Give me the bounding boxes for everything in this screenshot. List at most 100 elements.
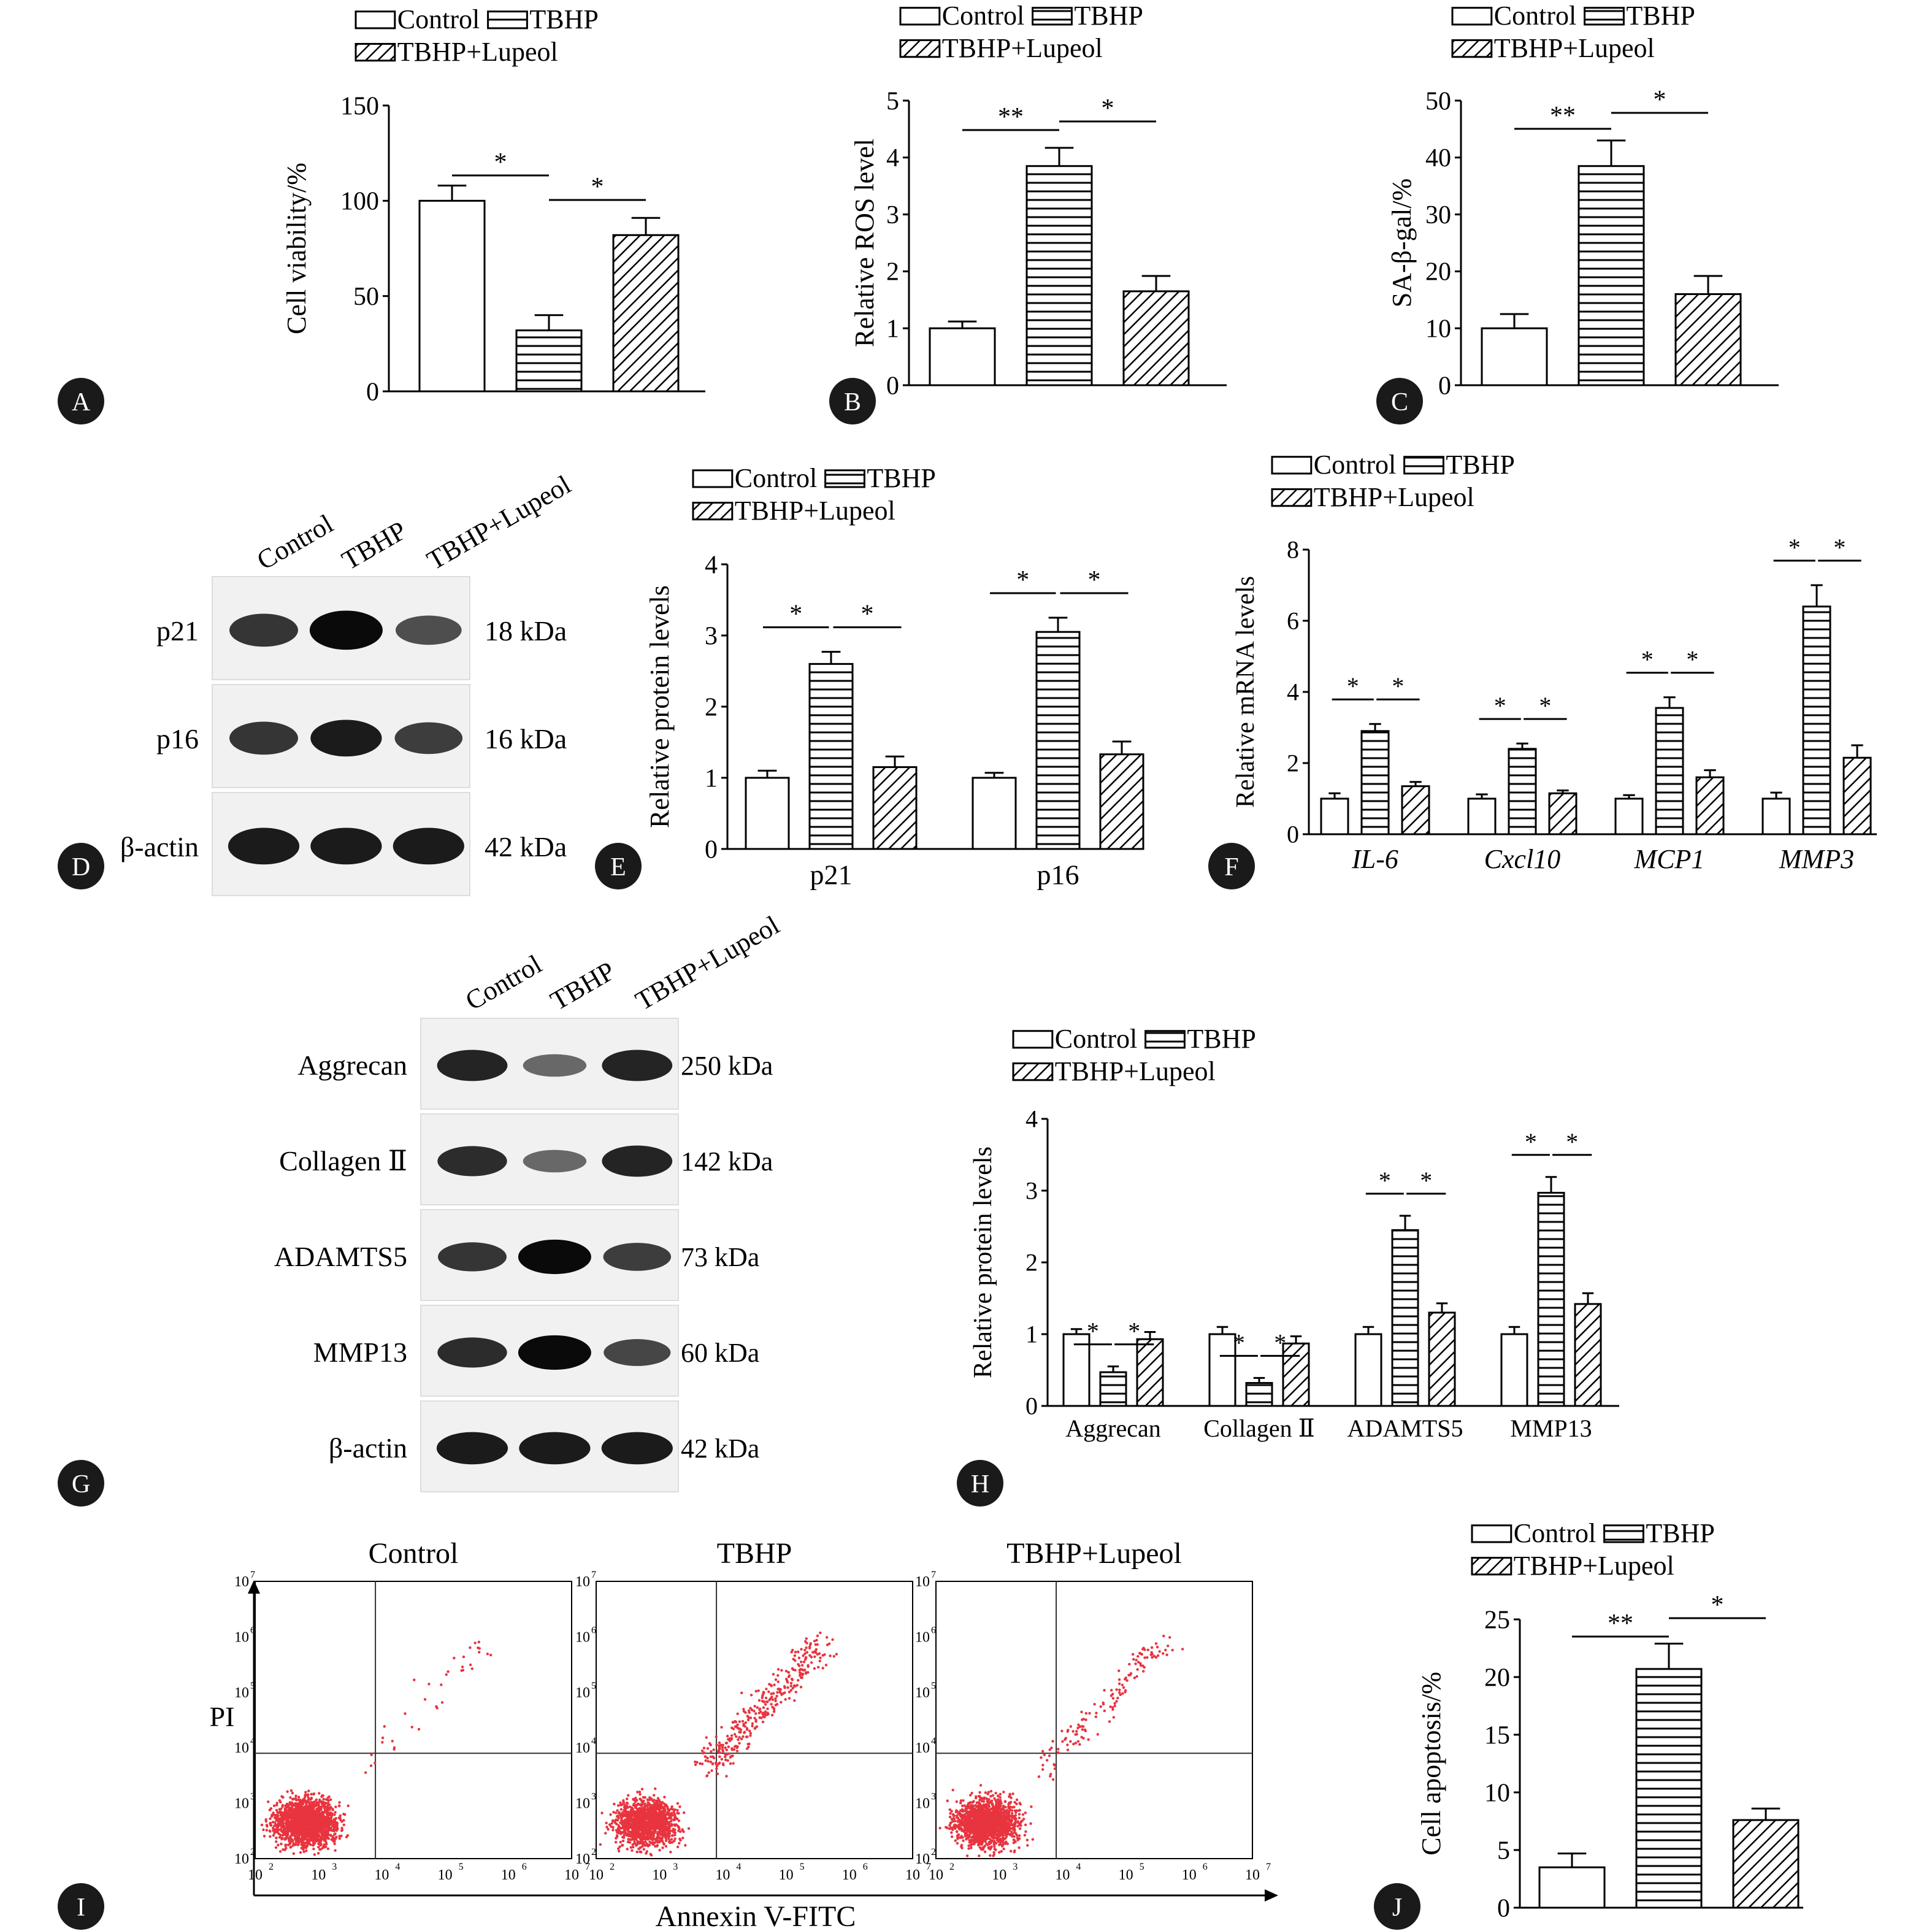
x-tick-exponent: 7: [585, 1862, 590, 1872]
event-dot: [369, 1764, 373, 1767]
significance-mark: *: [789, 601, 802, 629]
event-dot: [725, 1741, 729, 1745]
event-dot: [706, 1747, 710, 1750]
event-dot: [283, 1848, 286, 1851]
event-dot: [329, 1806, 332, 1809]
legend-label-tbhp_lupeol: TBHP+Lupeol: [1494, 33, 1655, 63]
event-dot: [800, 1676, 803, 1680]
event-dot: [1048, 1754, 1051, 1757]
event-dot: [1078, 1743, 1081, 1746]
event-dot: [738, 1736, 741, 1739]
event-dot: [730, 1726, 734, 1730]
event-dot: [814, 1649, 817, 1653]
legend-label-tbhp: TBHP: [867, 463, 935, 493]
event-dot: [305, 1802, 308, 1806]
event-dot: [292, 1826, 295, 1829]
legend-swatch-tbhp_lupeol: [1451, 39, 1493, 58]
event-dot: [764, 1696, 768, 1700]
event-dot: [278, 1799, 282, 1802]
event-dot: [778, 1688, 781, 1691]
x-tick-exponent: 6: [863, 1862, 868, 1872]
event-dot: [770, 1713, 774, 1717]
y-tick-exponent: 7: [250, 1570, 255, 1580]
event-dot: [776, 1668, 780, 1671]
event-dot: [661, 1819, 665, 1822]
lane-label: TBHP: [337, 515, 412, 576]
y-tick-label: 20: [1425, 258, 1451, 286]
event-dot: [283, 1817, 286, 1821]
event-dot: [749, 1716, 753, 1719]
event-dot: [1018, 1846, 1021, 1849]
bar: [1391, 1229, 1419, 1407]
legend-label-control: Control: [1494, 1, 1576, 31]
event-dot: [260, 1823, 264, 1827]
event-dot: [634, 1832, 638, 1835]
event-dot: [772, 1706, 775, 1710]
event-dot: [635, 1818, 639, 1821]
event-dot: [287, 1816, 291, 1819]
event-dot: [718, 1741, 721, 1745]
event-dot: [699, 1762, 702, 1765]
lane-label: TBHP: [545, 956, 620, 1016]
event-dot: [321, 1811, 324, 1814]
event-dot: [664, 1845, 668, 1848]
event-dot: [1080, 1735, 1083, 1739]
bar: [1282, 1342, 1310, 1407]
event-dot: [1018, 1813, 1021, 1816]
y-tick-label: 0: [1497, 1894, 1510, 1922]
event-dot: [1000, 1849, 1003, 1853]
event-dot: [643, 1817, 646, 1820]
y-tick-label: 25: [1484, 1606, 1510, 1634]
event-dot: [749, 1732, 753, 1735]
event-dot: [636, 1840, 639, 1844]
event-dot: [714, 1761, 718, 1765]
y-tick-label: 0: [705, 835, 718, 864]
event-dot: [1087, 1738, 1090, 1741]
event-dot: [285, 1835, 289, 1838]
event-dot: [676, 1845, 680, 1849]
event-dot: [794, 1651, 797, 1654]
event-dot: [797, 1679, 800, 1682]
event-dot: [749, 1734, 752, 1737]
event-dot: [289, 1846, 292, 1849]
event-dot: [678, 1837, 681, 1841]
event-dot: [445, 1673, 448, 1676]
event-dot: [613, 1820, 616, 1823]
event-dot: [282, 1826, 285, 1829]
event-dot: [315, 1818, 318, 1821]
event-dot: [285, 1823, 288, 1826]
event-dot: [293, 1810, 296, 1813]
event-dot: [781, 1692, 784, 1695]
event-dot: [276, 1819, 279, 1822]
category-label: Aggrecan: [1065, 1415, 1160, 1442]
category-label: ADAMTS5: [1347, 1415, 1463, 1442]
event-dot: [1117, 1669, 1121, 1672]
y-tick-label: 2: [886, 258, 899, 286]
event-dot: [281, 1833, 285, 1837]
event-dot: [798, 1674, 802, 1677]
event-dot: [302, 1829, 305, 1832]
event-dot: [364, 1771, 367, 1774]
event-dot: [1181, 1648, 1184, 1651]
x-tick-exponent: 5: [459, 1862, 464, 1872]
event-dot: [776, 1680, 780, 1683]
bar: [1320, 797, 1349, 835]
event-dot: [754, 1712, 757, 1715]
y-axis-label: Cell viability/%: [282, 163, 312, 334]
lane-label: Control: [461, 949, 547, 1016]
bar: [1500, 1333, 1528, 1407]
event-dot: [621, 1822, 625, 1825]
lane-label: Control: [252, 509, 339, 576]
event-dot: [1094, 1715, 1098, 1718]
event-dot: [784, 1670, 788, 1673]
y-tick-label: 2: [1025, 1249, 1038, 1276]
event-dot: [700, 1749, 704, 1752]
bar: [1577, 165, 1645, 386]
event-dot: [810, 1661, 813, 1664]
bar: [1035, 631, 1081, 850]
y-tick-label: 10: [575, 1685, 590, 1701]
protein-size: 142 kDa: [681, 1146, 773, 1177]
event-dot: [775, 1703, 779, 1706]
